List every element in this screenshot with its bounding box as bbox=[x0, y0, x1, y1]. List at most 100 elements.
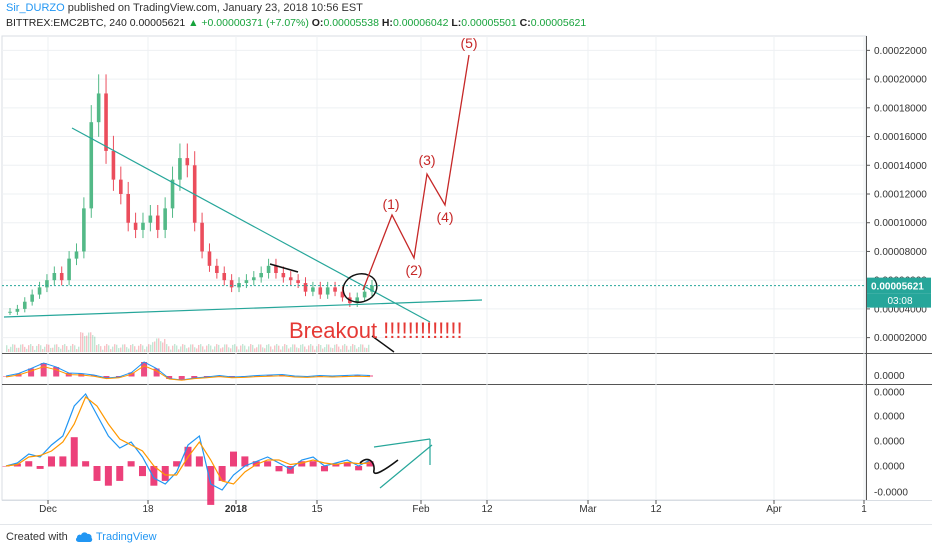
macd-hist-bar bbox=[264, 461, 272, 467]
volume-bar bbox=[50, 347, 52, 352]
volume-bar bbox=[266, 344, 268, 352]
volume-bar bbox=[254, 348, 256, 352]
time-tick-label: Dec bbox=[39, 504, 57, 515]
candle-body bbox=[89, 122, 94, 209]
volume-bar bbox=[242, 344, 244, 352]
volume-bar bbox=[20, 344, 22, 352]
projection-arrow-line bbox=[379, 444, 433, 489]
time-tick-label: 12 bbox=[481, 504, 493, 515]
time-tick-label: 15 bbox=[311, 504, 323, 515]
volume-bar bbox=[308, 345, 310, 352]
macd-hist-bar bbox=[93, 466, 101, 481]
volume-bar bbox=[146, 346, 148, 352]
volume-bar bbox=[120, 347, 122, 352]
volume-bar bbox=[292, 344, 294, 352]
candle-body bbox=[259, 273, 263, 278]
macd-hist-bar bbox=[104, 466, 112, 486]
volume-bar bbox=[206, 345, 208, 352]
volume-bar bbox=[92, 335, 94, 352]
volume-bar bbox=[346, 345, 348, 352]
macd-hist-bar bbox=[241, 456, 249, 467]
candle-body bbox=[133, 222, 138, 230]
candle-body bbox=[200, 222, 204, 252]
author-link[interactable]: Sir_DURZO bbox=[6, 2, 65, 14]
volume-bar bbox=[190, 344, 192, 352]
volume-bar bbox=[326, 344, 328, 352]
volume-bar bbox=[44, 346, 46, 352]
macd-hist-bar bbox=[207, 466, 215, 505]
volume-bar bbox=[148, 344, 150, 352]
volume-bar bbox=[288, 348, 290, 352]
volume-bar bbox=[284, 344, 286, 352]
ohlc-header: BITTREX:EMC2BTC, 240 0.00005621 ▲ +0.000… bbox=[6, 17, 586, 29]
volume-bar bbox=[54, 344, 56, 352]
hist-bar bbox=[103, 376, 110, 379]
volume-bar bbox=[122, 344, 124, 352]
volume-bar bbox=[314, 349, 316, 352]
volume-bar bbox=[260, 344, 262, 352]
volume-bar bbox=[188, 347, 190, 352]
open-label: O: bbox=[311, 17, 324, 29]
candle-body bbox=[37, 287, 42, 295]
macd-hist-bar bbox=[275, 466, 283, 472]
last-price: 0.00005621 bbox=[129, 17, 186, 29]
volume-bar bbox=[52, 347, 54, 352]
candle-body bbox=[155, 215, 160, 230]
volume-bar bbox=[294, 344, 296, 352]
price-tick-label: 0.00014000 bbox=[874, 161, 927, 172]
candles bbox=[8, 74, 374, 316]
volume-bar bbox=[80, 332, 82, 352]
volume-bar bbox=[214, 346, 216, 352]
candle-body bbox=[318, 287, 323, 295]
candle-body bbox=[229, 280, 234, 288]
volume-bar bbox=[218, 344, 220, 352]
high-value: 0.00006042 bbox=[392, 17, 449, 29]
hist-bar bbox=[3, 376, 9, 377]
macd-hist-bar bbox=[116, 466, 124, 481]
volume-bar bbox=[172, 345, 174, 352]
volume-bar bbox=[320, 345, 322, 352]
volume-bar bbox=[334, 344, 336, 352]
volume-bar bbox=[238, 349, 240, 352]
volume-bar bbox=[30, 344, 32, 352]
time-tick-label: Mar bbox=[579, 504, 597, 515]
volume-bar bbox=[114, 344, 116, 352]
volume-bar bbox=[136, 349, 138, 352]
macd-tick-label: 0.0000 bbox=[874, 437, 905, 448]
volume-bar bbox=[130, 345, 132, 352]
volume-bar bbox=[62, 345, 64, 352]
volume-bar bbox=[256, 347, 258, 352]
candle-body bbox=[52, 273, 57, 281]
volume-bar bbox=[10, 346, 12, 352]
volume-bar bbox=[66, 346, 68, 352]
macd-line bbox=[5, 392, 371, 491]
candle-body bbox=[141, 222, 145, 230]
volume-bar bbox=[226, 344, 228, 352]
volume-bar bbox=[116, 344, 118, 352]
volume-bar bbox=[296, 347, 298, 352]
volume-bar bbox=[366, 348, 368, 352]
volume-bar bbox=[264, 348, 266, 352]
volume-bar bbox=[86, 335, 88, 352]
volume-bar bbox=[270, 346, 272, 352]
volume-bar bbox=[258, 344, 260, 352]
hist-bar bbox=[141, 362, 148, 377]
volume-bar bbox=[152, 342, 154, 352]
volume-bar bbox=[64, 344, 66, 352]
volume-bar bbox=[108, 345, 110, 352]
volume-bar bbox=[38, 344, 40, 352]
volume-bar bbox=[160, 341, 162, 352]
volume-bar bbox=[82, 332, 84, 352]
volume-bar bbox=[352, 344, 354, 352]
volume-bar bbox=[110, 349, 112, 352]
chart-frame bbox=[1, 35, 867, 501]
volume-bar bbox=[112, 346, 114, 352]
volume-bar bbox=[198, 344, 200, 352]
volume-bar bbox=[290, 347, 292, 352]
candle-body bbox=[311, 287, 315, 292]
volume-bar bbox=[140, 344, 142, 352]
tradingview-logo[interactable]: TradingView bbox=[75, 531, 157, 543]
price-tick-label: 0.00008000 bbox=[874, 247, 927, 258]
time-tick-label: 1 bbox=[861, 504, 867, 515]
